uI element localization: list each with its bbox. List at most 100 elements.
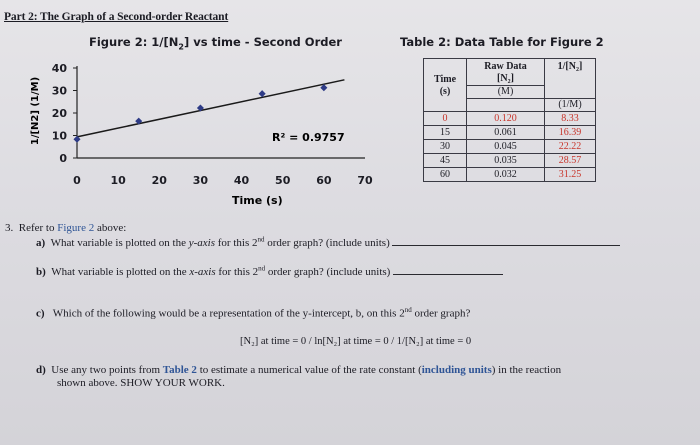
cell-raw: 0.035 <box>466 153 545 168</box>
chart-ticks: 0 10 20 30 40 0 10 20 30 40 50 60 70 <box>52 62 373 187</box>
y-tick-label: 10 <box>52 130 68 143</box>
question-a-label: a) <box>36 237 46 249</box>
cell-inv: 22.22 <box>544 139 596 154</box>
x-tick-label: 60 <box>316 174 332 187</box>
r-squared-label: R² = 0.9757 <box>272 131 345 144</box>
question-d-line2: shown above. SHOW YOUR WORK. <box>57 377 225 389</box>
question-a-text3: order graph? (include units) <box>264 237 390 249</box>
question-c-label: c) <box>36 307 45 320</box>
answer-b-blank[interactable] <box>393 264 504 275</box>
cell-inv: 28.57 <box>544 153 596 168</box>
cell-time: 60 <box>423 167 467 182</box>
cell-inv: 16.39 <box>544 125 596 140</box>
table-2-reference: Table 2 <box>162 364 197 376</box>
question-a-text2: for this 2 <box>215 237 258 249</box>
figure-2-reference: Figure 2 <box>57 222 95 234</box>
table-header-row: Time (s) Raw Data [N₂] 1/[N₂] <box>423 58 596 112</box>
x-tick-label: 40 <box>234 174 250 187</box>
header-raw-blank <box>466 98 545 112</box>
x-tick-label: 30 <box>193 174 209 187</box>
x-tick-label: 70 <box>357 174 373 187</box>
part-title: Part 2: The Graph of a Second-order Reac… <box>4 11 229 23</box>
question-a-sup: nd <box>257 235 265 244</box>
table-row: 15 0.061 16.39 <box>423 125 596 140</box>
question-c: c) Which of the following would be a rep… <box>36 306 470 320</box>
question-c-text: Which of the following would be a repres… <box>52 307 405 320</box>
question-d: d) Use any two points from Table 2 to es… <box>36 364 561 376</box>
header-inv-unit: (1/M) <box>544 98 596 112</box>
question-a: a) What variable is plotted on the y-axi… <box>36 235 621 249</box>
y-tick-label: 20 <box>52 107 68 120</box>
x-tick-label: 20 <box>152 174 168 187</box>
y-tick-label: 0 <box>59 152 67 165</box>
scatter-chart: 0 10 20 30 40 0 10 20 30 40 50 60 70 1/[N2] (1/M) Ti… <box>30 62 373 207</box>
header-time-label: Time <box>433 74 457 85</box>
table-caption: Table 2: Data Table for Figure 2 <box>400 35 604 49</box>
question-3-intro: 3. Refer to Figure 2 above: <box>5 222 126 234</box>
cell-time: 45 <box>423 153 467 168</box>
cell-inv: 8.33 <box>544 111 596 126</box>
question-a-text1: What variable is plotted on the <box>50 237 189 249</box>
trendline <box>76 79 345 138</box>
figure-caption: Figure 2: 1/[N2] vs time - Second Order <box>89 35 342 51</box>
including-units-emphasis: including units <box>421 364 492 376</box>
table-row: 30 0.045 22.22 <box>423 139 596 154</box>
question-b-em: x-axis <box>189 266 216 278</box>
cell-raw: 0.045 <box>466 139 545 154</box>
answer-a-blank[interactable] <box>392 235 621 246</box>
data-table: Time (s) Raw Data [N₂] 1/[N₂] (M) (1/M) 0… <box>423 58 596 182</box>
x-tick-label: 50 <box>275 174 291 187</box>
question-b-text3: order graph? (include units) <box>265 266 391 278</box>
question-b-sup: nd <box>258 264 266 273</box>
question-b: b) What variable is plotted on the x-axi… <box>36 264 504 278</box>
data-point <box>320 84 328 92</box>
x-tick-label: 0 <box>73 174 81 187</box>
question-number: 3. <box>5 222 14 234</box>
y-axis-label: 1/[N2] (1/M) <box>30 77 41 145</box>
header-raw: Raw Data [N₂] <box>466 58 545 86</box>
data-point <box>73 135 81 143</box>
cell-time: 0 <box>423 111 467 126</box>
data-point <box>196 104 204 112</box>
cell-inv: 31.25 <box>544 167 596 182</box>
y-tick-label: 40 <box>52 62 68 75</box>
question-d-text1: Use any two points from <box>51 364 163 376</box>
question-d-text2: to estimate a numerical value of the rat… <box>196 364 422 376</box>
cell-time: 30 <box>423 139 467 154</box>
data-points <box>73 84 328 143</box>
header-raw-label: Raw Data <box>484 61 527 72</box>
question-d-text3: ) in the reaction <box>491 364 562 376</box>
y-tick-label: 30 <box>52 85 68 98</box>
trendline-path <box>76 79 345 138</box>
data-point <box>258 90 266 98</box>
header-raw-unit: (M) <box>466 85 545 99</box>
x-tick-label: 10 <box>110 174 126 187</box>
question-a-em: y-axis <box>188 237 216 249</box>
header-raw-sub: [N₂] <box>497 73 514 84</box>
cell-raw: 0.032 <box>466 167 545 182</box>
question-b-text2: for this 2 <box>215 266 259 278</box>
question-c-sup: nd <box>404 306 412 314</box>
figure-caption-prefix: Figure 2: 1/[N <box>89 35 179 49</box>
chart-axes <box>76 66 365 159</box>
question-b-label: b) <box>36 266 46 278</box>
figure-caption-sub: 2 <box>178 42 184 52</box>
table-row: 45 0.035 28.57 <box>423 153 596 168</box>
header-time-unit: (s) <box>439 86 451 97</box>
table-row: 60 0.032 31.25 <box>423 167 596 182</box>
x-axis-label: Time (s) <box>232 194 283 207</box>
cell-time: 15 <box>423 125 467 140</box>
header-inv: 1/[N₂] <box>544 58 596 99</box>
question-d-label: d) <box>36 364 46 376</box>
question-c-text-end: order graph? <box>411 307 471 320</box>
header-time: Time (s) <box>423 58 467 112</box>
question-intro-suffix: above: <box>94 222 127 234</box>
table-row: 0 0.120 8.33 <box>423 111 596 126</box>
cell-raw: 0.061 <box>466 125 545 140</box>
data-point <box>135 117 143 125</box>
figure-caption-suffix: ] vs time - Second Order <box>183 35 342 49</box>
question-c-options: [N₂] at time = 0 / ln[N₂] at time = 0 / … <box>240 336 472 347</box>
question-b-text1: What variable is plotted on the <box>51 266 190 278</box>
question-intro-prefix: Refer to <box>18 222 58 234</box>
cell-raw: 0.120 <box>466 111 545 126</box>
